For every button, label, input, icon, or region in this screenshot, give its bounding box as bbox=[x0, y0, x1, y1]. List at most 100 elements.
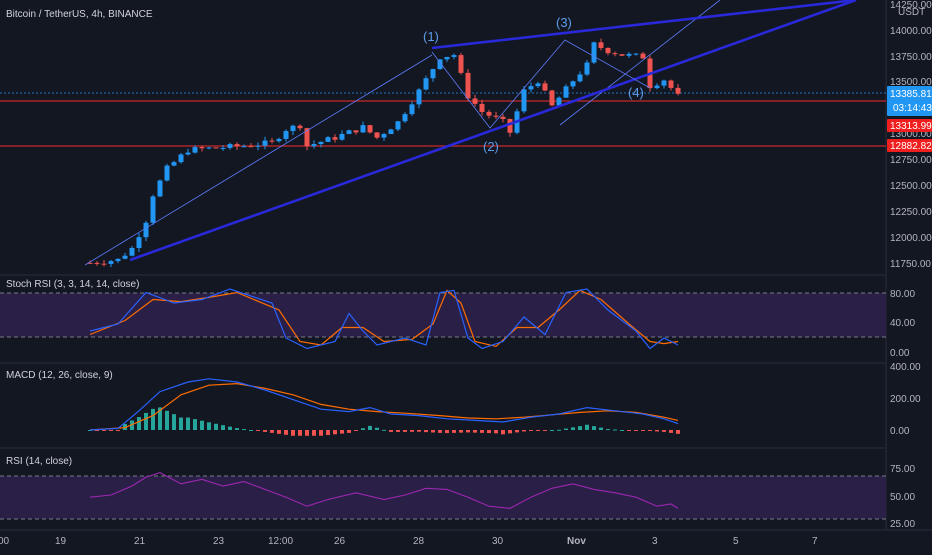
candle-body bbox=[213, 147, 219, 149]
candle-body bbox=[598, 42, 604, 48]
time-tick: 3 bbox=[652, 536, 658, 547]
candle-body bbox=[192, 147, 198, 153]
macd-tick: 0.00 bbox=[890, 426, 910, 437]
macd-histogram-bar bbox=[326, 430, 330, 436]
candle-body bbox=[199, 147, 205, 149]
macd-histogram-bar bbox=[466, 430, 470, 433]
macd-histogram-bar bbox=[109, 430, 113, 431]
candle-body bbox=[304, 128, 310, 147]
macd-histogram-bar bbox=[599, 427, 603, 430]
macd-histogram-bar bbox=[501, 430, 505, 435]
candle-body bbox=[87, 262, 93, 264]
macd-line bbox=[89, 378, 679, 431]
candle-body bbox=[234, 144, 240, 147]
time-tick: 12:00 bbox=[268, 536, 293, 547]
time-tick: 7 bbox=[812, 536, 818, 547]
time-tick: 21 bbox=[134, 536, 146, 547]
macd-histogram-bar bbox=[431, 430, 435, 433]
price-tick: 13750.00 bbox=[890, 52, 932, 63]
macd-histogram-bar bbox=[333, 430, 337, 435]
macd-histogram-bar bbox=[515, 430, 519, 433]
candle-body bbox=[570, 81, 576, 87]
wave-label-2: (2) bbox=[483, 139, 499, 154]
price-tick: 13500.00 bbox=[890, 77, 932, 88]
macd-histogram-bar bbox=[347, 430, 351, 433]
current-price-badge bbox=[887, 86, 932, 116]
candle-body bbox=[535, 83, 541, 87]
macd-histogram-bar bbox=[207, 422, 211, 430]
macd-histogram-bar bbox=[536, 430, 540, 431]
macd-histogram-bar bbox=[578, 426, 582, 430]
candle-body bbox=[423, 78, 429, 90]
macd-histogram-bar bbox=[298, 430, 302, 436]
candle-body bbox=[360, 125, 366, 133]
candle-body bbox=[458, 55, 464, 73]
macd-histogram-bar bbox=[144, 412, 148, 430]
time-tick: 28 bbox=[413, 536, 425, 547]
time-axis[interactable]: 00 19 21 23 12:00 26 28 30 Nov 3 5 7 bbox=[0, 536, 818, 547]
macd-histogram-bar bbox=[522, 430, 526, 432]
macd-histogram-bar bbox=[571, 427, 575, 430]
macd-histogram-bar bbox=[305, 430, 309, 436]
candle-body bbox=[584, 62, 590, 75]
macd-histogram-bar bbox=[382, 429, 386, 431]
candle-body bbox=[318, 141, 324, 145]
candle-body bbox=[276, 138, 282, 142]
trendline-thin-2 bbox=[559, 0, 721, 126]
candle-body bbox=[437, 59, 443, 70]
stoch-tick: 0.00 bbox=[890, 348, 910, 359]
candle-body bbox=[185, 152, 191, 155]
macd-tick: 400.00 bbox=[890, 362, 921, 373]
current-price-value: 13385.81 bbox=[890, 89, 932, 100]
macd-histogram-bar bbox=[508, 430, 512, 434]
macd-histogram-bar bbox=[445, 430, 449, 434]
candle-body bbox=[164, 165, 170, 181]
macd-histogram-bar bbox=[389, 430, 393, 432]
candle-body bbox=[262, 140, 268, 146]
macd-histogram-bar bbox=[452, 430, 456, 433]
stoch-tick: 80.00 bbox=[890, 289, 915, 300]
wave-label-4: (4) bbox=[628, 85, 644, 100]
rsi-tick: 50.00 bbox=[890, 492, 915, 503]
macd-histogram-bar bbox=[473, 430, 477, 433]
candle-body bbox=[591, 42, 597, 63]
macd-histogram-bar bbox=[669, 430, 673, 433]
macd-histogram-bar bbox=[116, 430, 120, 431]
candle-body bbox=[220, 147, 226, 149]
macd-histogram-bar bbox=[158, 407, 162, 430]
macd-histogram-bar bbox=[480, 430, 484, 433]
candle-body bbox=[451, 55, 457, 57]
candle-body bbox=[143, 222, 149, 238]
rsi-band bbox=[0, 476, 886, 519]
candle-body bbox=[402, 114, 408, 122]
candle-body bbox=[528, 86, 534, 90]
macd-histogram-bar bbox=[242, 429, 246, 431]
elliott-wave-line bbox=[431, 39, 651, 129]
macd-histogram-bar bbox=[193, 419, 197, 430]
candle-body bbox=[626, 53, 632, 56]
macd-histogram-bar bbox=[340, 430, 344, 434]
macd-histogram-bar bbox=[291, 430, 295, 436]
candle-body bbox=[486, 111, 492, 116]
candle-body bbox=[297, 125, 303, 129]
candle-body bbox=[409, 104, 415, 115]
macd-histogram-bar bbox=[361, 428, 365, 430]
macd-histogram-bar bbox=[550, 430, 554, 431]
candle-body bbox=[206, 147, 212, 149]
macd-histogram-bar bbox=[662, 430, 666, 432]
candle-body bbox=[171, 162, 177, 166]
candle-body bbox=[465, 72, 471, 99]
candle-body bbox=[248, 146, 254, 148]
macd-histogram-bar bbox=[172, 414, 176, 430]
macd-histogram-bar bbox=[186, 417, 190, 430]
macd-histogram-bar bbox=[249, 430, 253, 431]
macd-histogram-bar bbox=[543, 430, 547, 431]
macd-histogram-bar bbox=[102, 430, 106, 431]
macd-histogram-bar bbox=[438, 430, 442, 433]
price-axis[interactable]: USDT 14250.00 14000.00 13750.00 13500.00… bbox=[887, 0, 932, 530]
macd-histogram-bar bbox=[410, 430, 414, 432]
macd-histogram-bar bbox=[235, 428, 239, 430]
macd-histogram-bar bbox=[165, 410, 169, 430]
